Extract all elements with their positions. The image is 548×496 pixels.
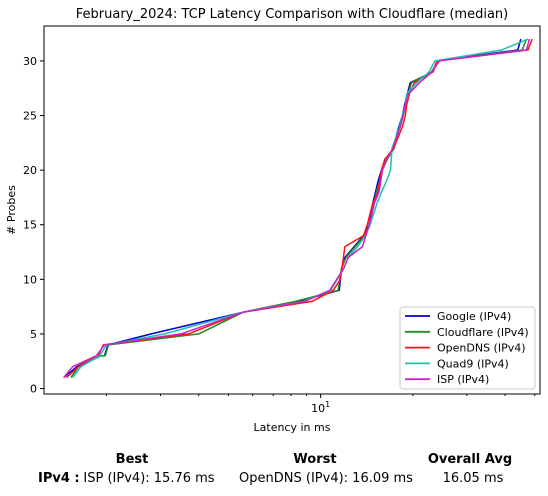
legend-label-0: Google (IPv4) — [437, 310, 511, 323]
y-tick-label: 0 — [30, 383, 37, 396]
y-tick-label: 25 — [23, 110, 37, 123]
overall-avg-value: 16.05 ms — [442, 471, 504, 486]
legend-label-1: Cloudflare (IPv4) — [437, 326, 529, 339]
overall-avg-header: Overall Avg — [427, 452, 513, 467]
worst-value: OpenDNS (IPv4): 16.09 ms — [239, 471, 413, 486]
y-tick-label: 30 — [23, 55, 37, 68]
legend: Google (IPv4) Cloudflare (IPv4) OpenDNS (I… — [399, 306, 536, 390]
latency-chart: February_2024: TCP Latency Comparison wi… — [5, 7, 541, 434]
best-value: ISP (IPv4): 15.76 ms — [83, 471, 215, 486]
x-tick-label: 101 — [311, 400, 330, 415]
legend-label-4: ISP (IPv4) — [437, 373, 489, 386]
x-axis-label: Latency in ms — [254, 421, 331, 434]
series-line-4 — [63, 38, 531, 379]
legend-box — [399, 306, 536, 390]
y-tick-label: 20 — [23, 164, 37, 177]
y-tick-label: 10 — [23, 273, 37, 286]
ipv4-row-label: IPv4 : — [38, 471, 80, 486]
worst-header: Worst — [293, 452, 337, 467]
legend-label-3: Quad9 (IPv4) — [437, 357, 509, 370]
y-tick-label: 5 — [30, 328, 37, 341]
summary-footer: Best Worst Overall Avg IPv4 : ISP (IPv4)… — [0, 448, 548, 496]
best-header: Best — [115, 452, 149, 467]
plot-frame — [43, 25, 541, 395]
series-line-0 — [63, 38, 522, 379]
chart-title: February_2024: TCP Latency Comparison wi… — [76, 7, 508, 22]
series-line-3 — [72, 38, 529, 379]
y-tick-label: 15 — [23, 219, 37, 232]
legend-label-2: OpenDNS (IPv4) — [437, 342, 526, 355]
y-axis-label: # Probes — [5, 185, 18, 235]
